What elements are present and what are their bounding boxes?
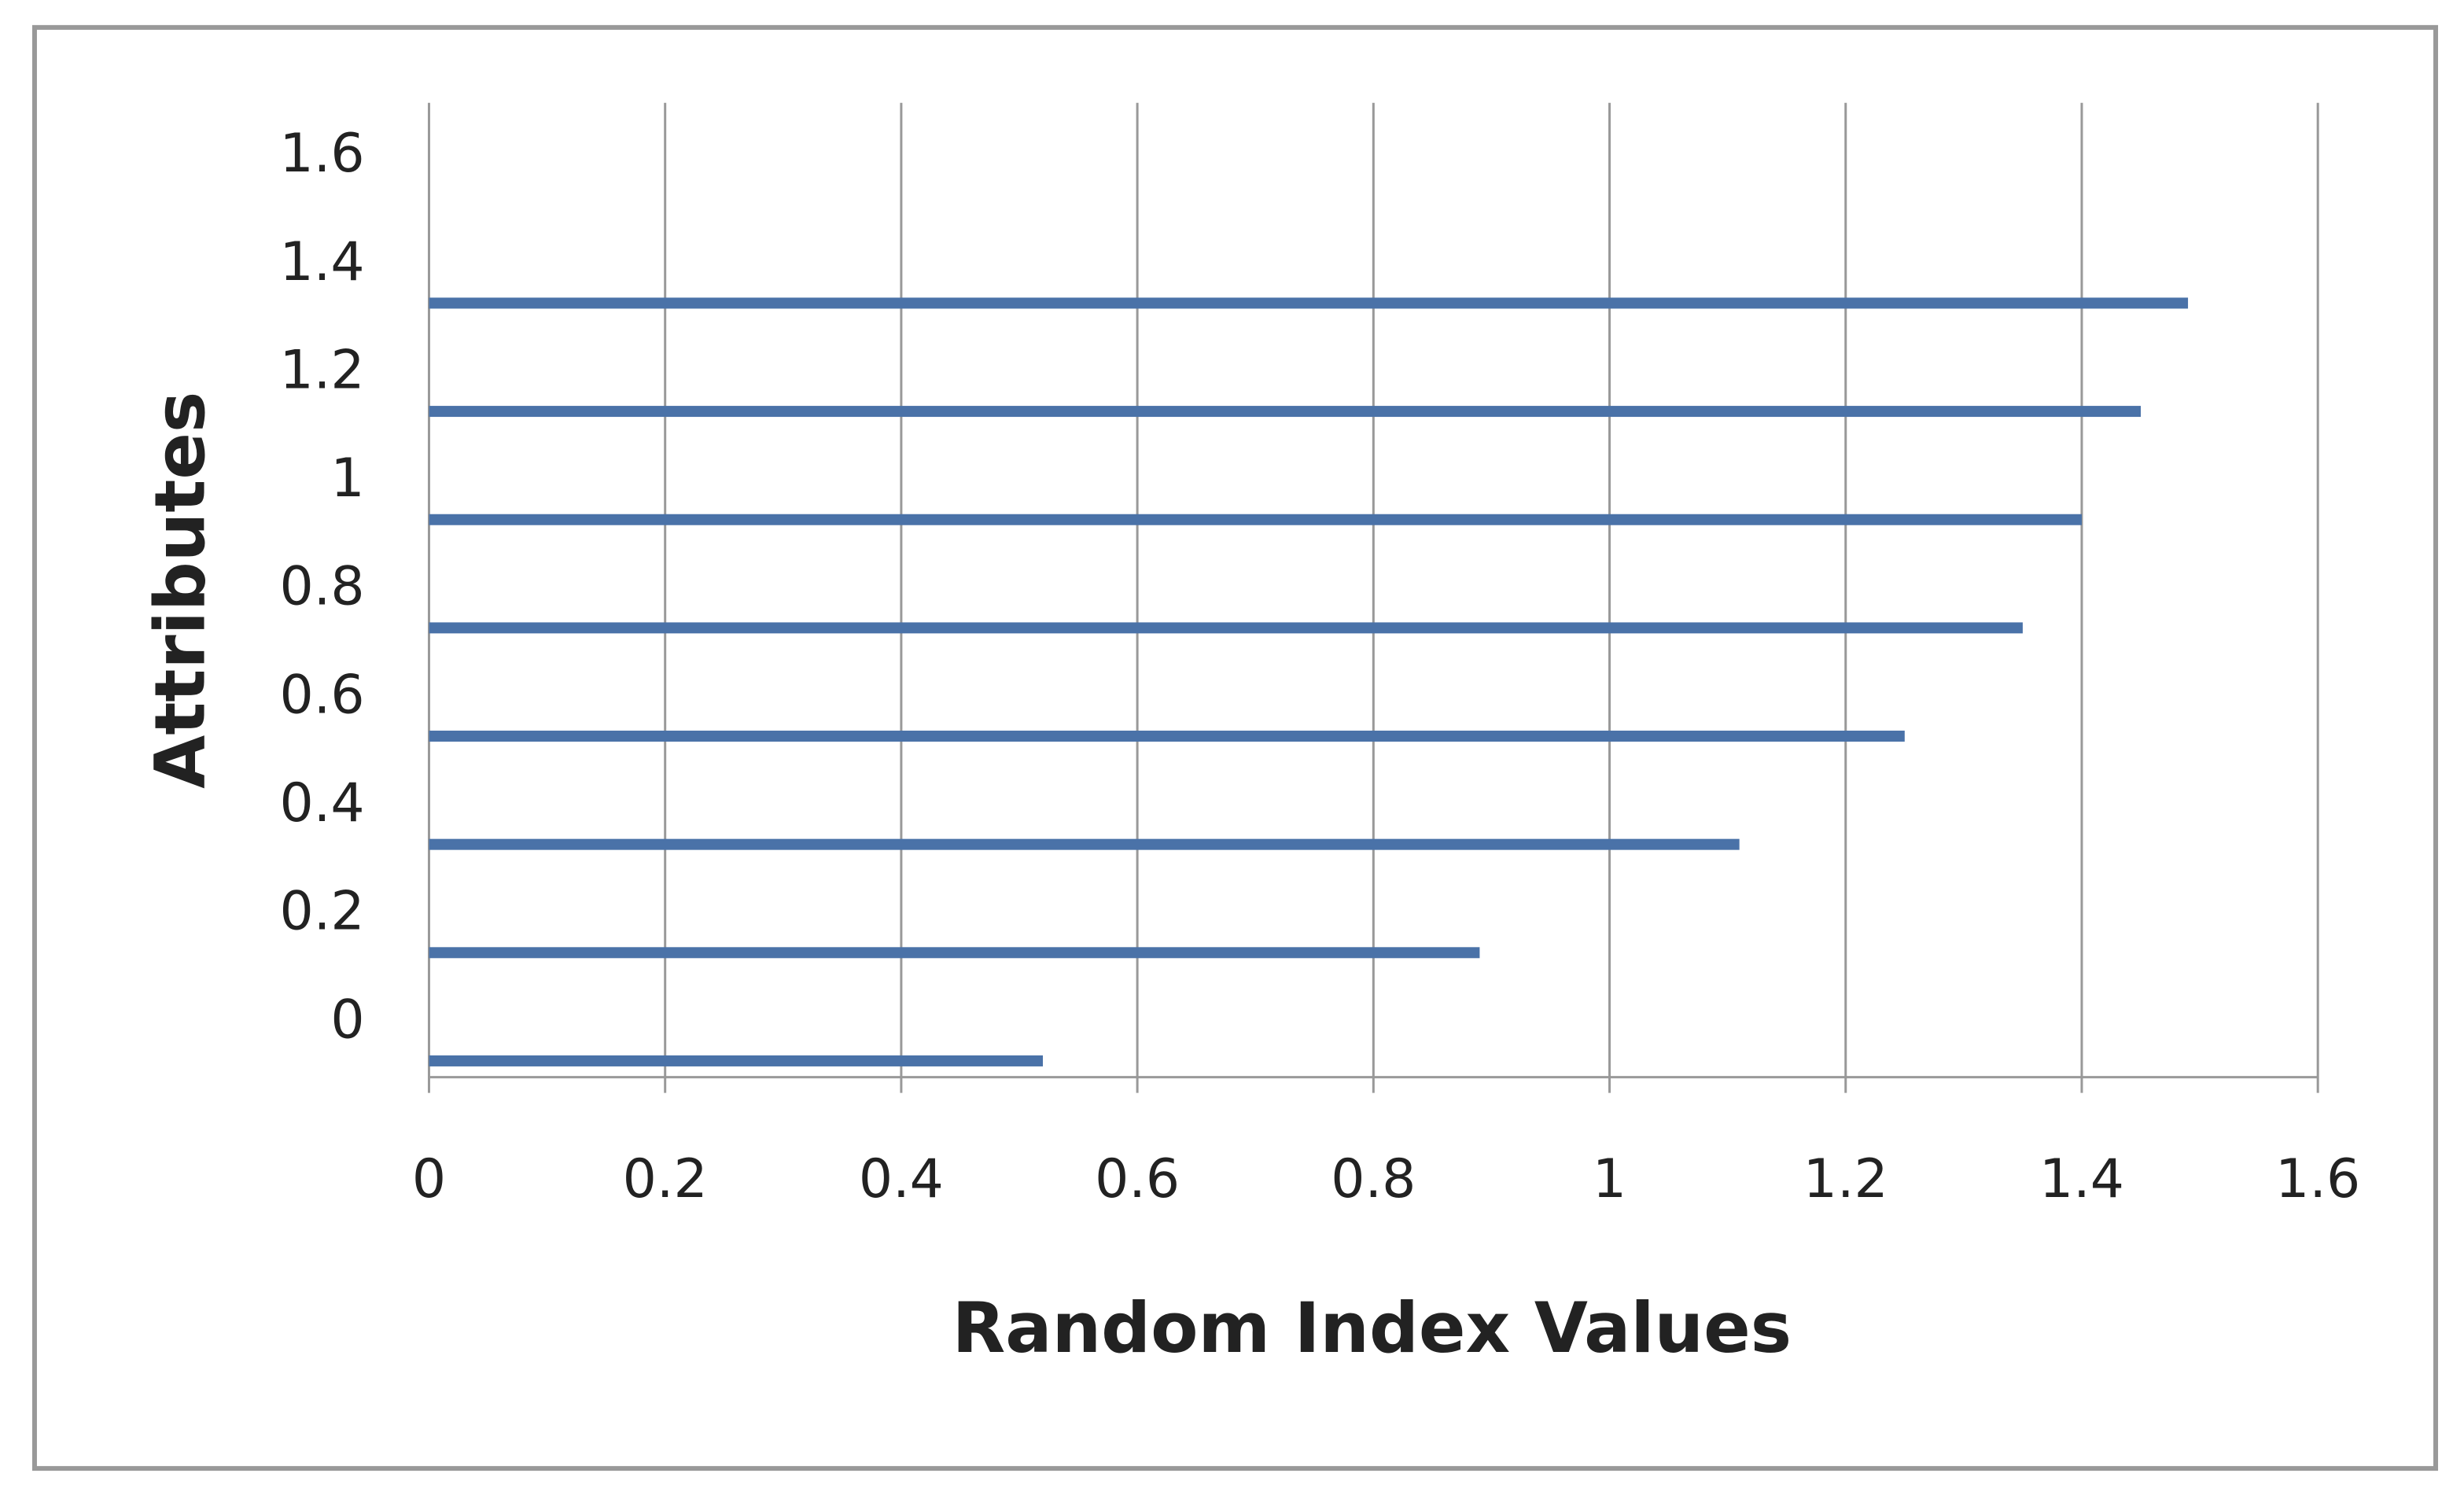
y-tick-label: 0.8 — [280, 556, 365, 618]
bar — [429, 838, 1740, 850]
x-tick-label: 0.4 — [859, 1148, 944, 1210]
x-tick-label: 1 — [1593, 1148, 1626, 1210]
x-tick-label: 1.4 — [2039, 1148, 2124, 1210]
x-tick-label: 0.8 — [1331, 1148, 1416, 1210]
bar — [429, 947, 1480, 959]
y-tick-label: 0.4 — [280, 772, 365, 834]
bar — [429, 406, 2142, 418]
x-tick-label: 0.2 — [623, 1148, 708, 1210]
y-tick-label: 0 — [330, 989, 364, 1051]
x-axis-title: Random Index Values — [952, 1287, 1792, 1368]
x-tick-label: 0 — [412, 1148, 446, 1210]
y-tick-label: 0.6 — [280, 664, 365, 726]
y-tick-label: 1.2 — [280, 339, 365, 401]
y-tick-label: 0.2 — [280, 881, 365, 943]
bar — [429, 731, 1905, 742]
y-tick-label: 1 — [330, 448, 364, 510]
x-tick-label: 1.2 — [1803, 1148, 1888, 1210]
y-tick-label: 1.4 — [280, 231, 365, 293]
x-tick-label: 0.6 — [1095, 1148, 1180, 1210]
bar — [429, 514, 2082, 525]
bar — [429, 297, 2189, 309]
chart-border — [31, 24, 2439, 1471]
bar — [429, 1055, 1044, 1066]
y-tick-label: 1.6 — [280, 123, 365, 185]
x-tick-label: 1.6 — [2275, 1148, 2360, 1210]
y-axis-title: Attributes — [140, 392, 221, 789]
bar — [429, 622, 2023, 634]
